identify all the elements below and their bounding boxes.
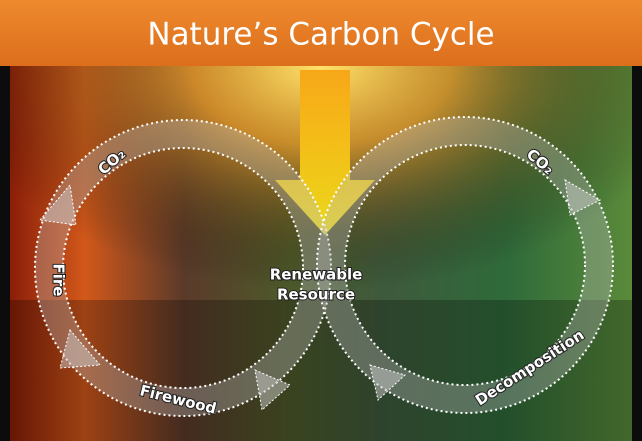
arrowhead bbox=[39, 183, 77, 226]
dotted-edge bbox=[316, 116, 614, 414]
dotted-edge bbox=[34, 119, 332, 417]
dotted-edge bbox=[62, 147, 304, 389]
sun-arrow bbox=[275, 70, 375, 235]
left-cycle bbox=[34, 119, 332, 417]
center-label: Renewable bbox=[270, 266, 363, 284]
title: Nature’s Carbon Cycle bbox=[147, 17, 494, 53]
arrowhead bbox=[564, 179, 602, 216]
right-cycle bbox=[316, 116, 614, 414]
fire-label: Fire bbox=[50, 264, 68, 297]
arrowhead bbox=[369, 364, 406, 401]
dotted-edge bbox=[344, 144, 586, 386]
cycle-band bbox=[317, 117, 613, 413]
title-bar bbox=[0, 0, 642, 66]
center-label: Resource bbox=[277, 286, 355, 304]
arrowhead bbox=[254, 369, 291, 411]
arrowhead bbox=[59, 328, 102, 369]
